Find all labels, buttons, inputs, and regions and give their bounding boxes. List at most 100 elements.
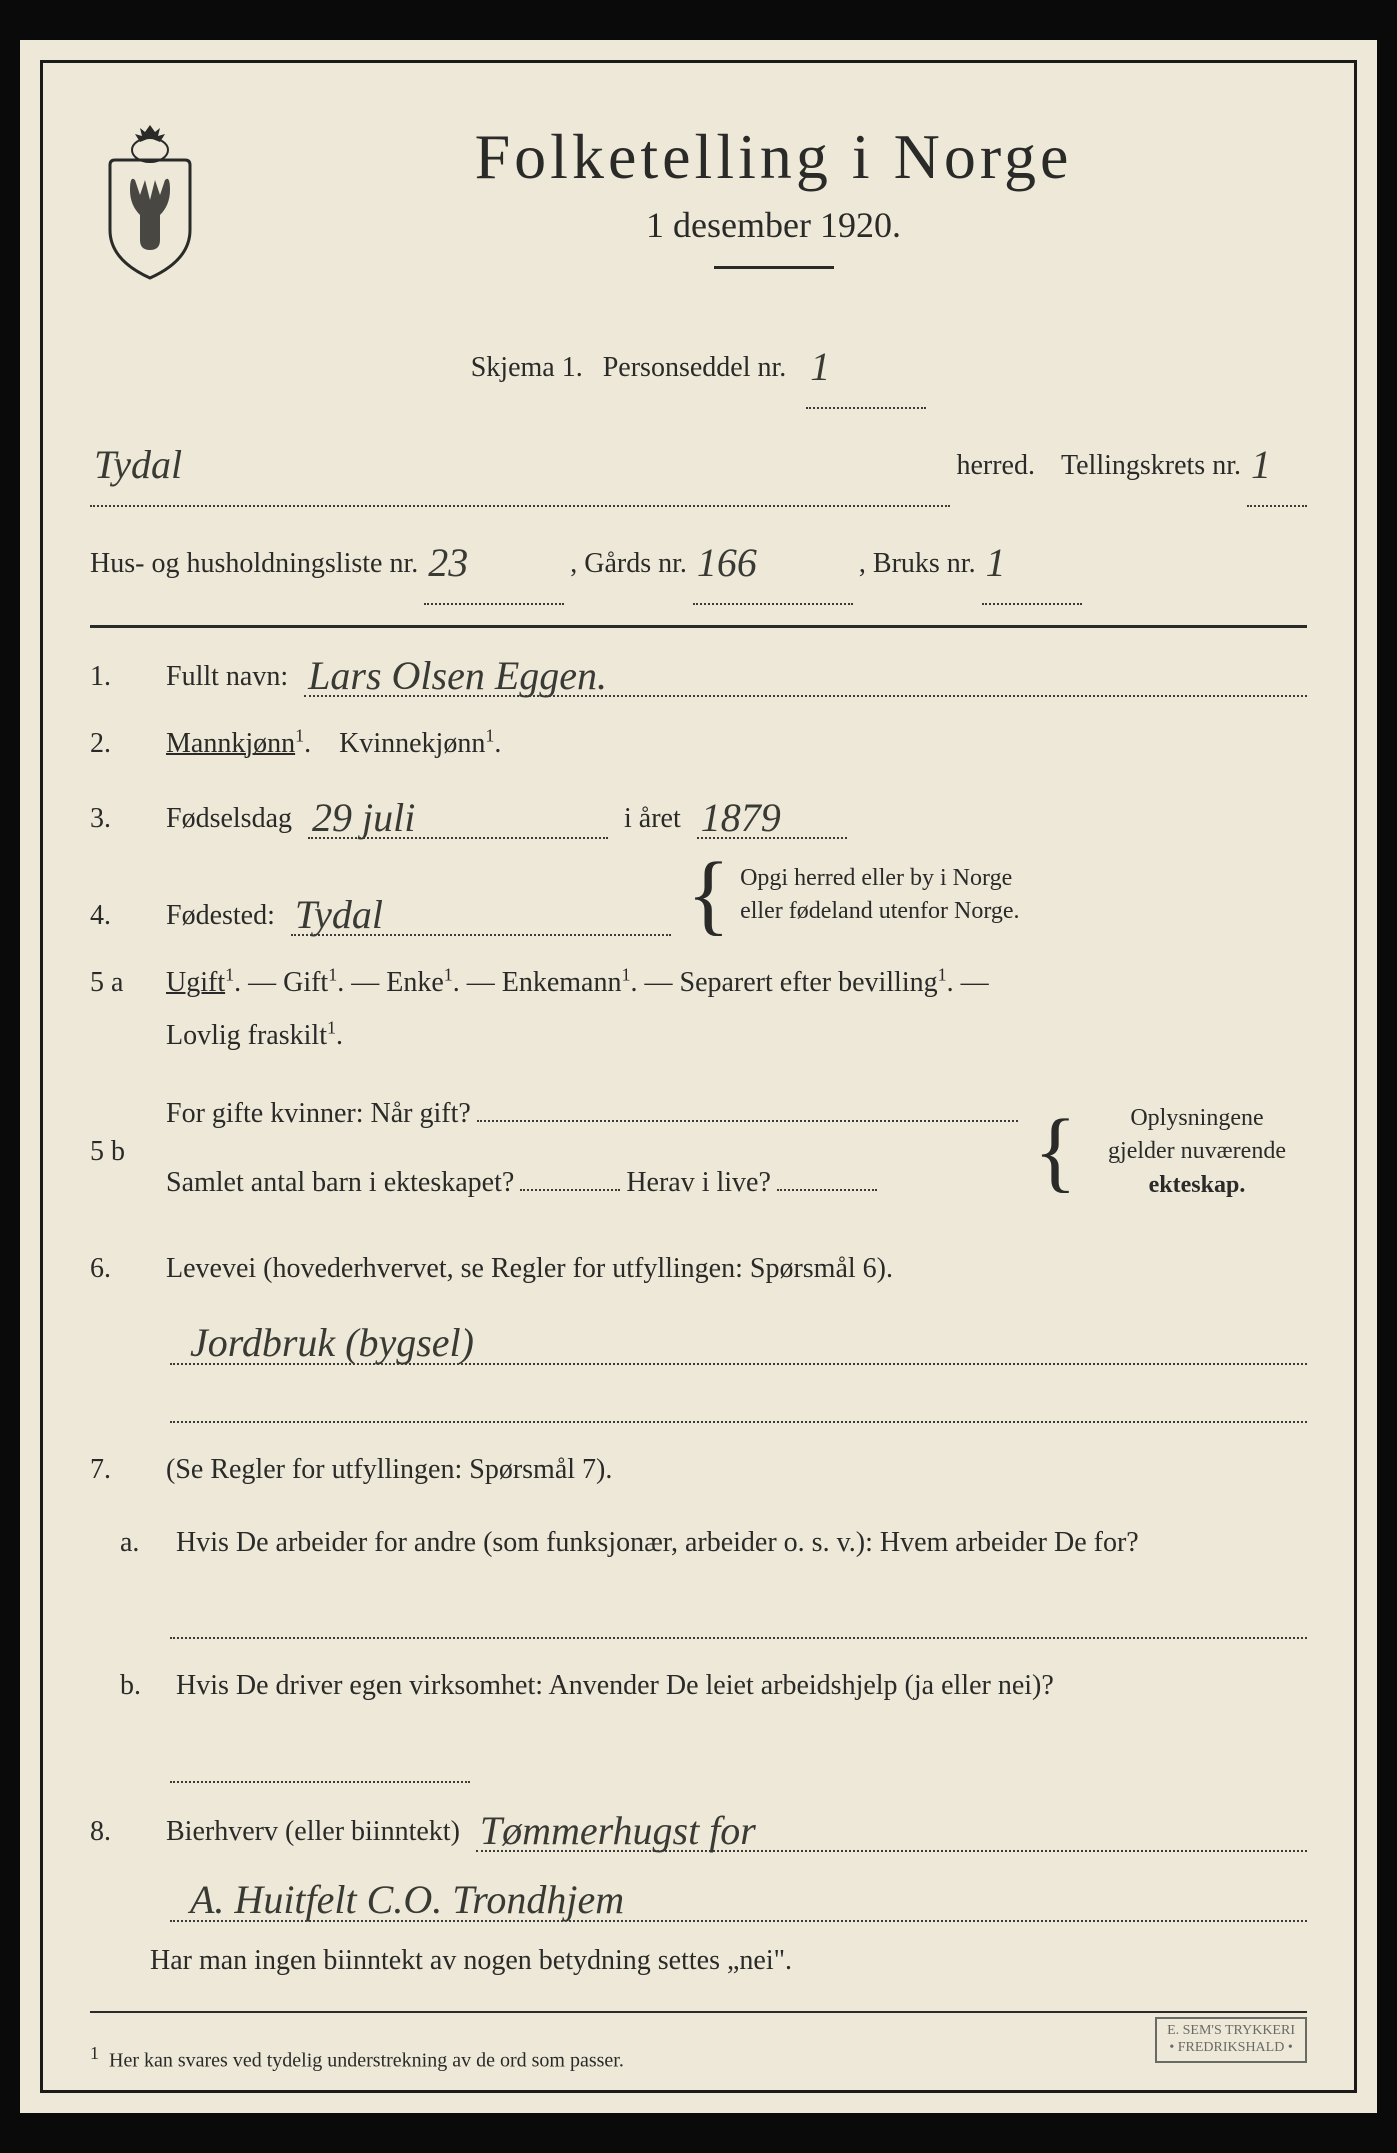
q4-note-block: { Opgi herred eller by i Norge eller fød… (687, 859, 1060, 931)
q6-value: Jordbruk (bygsel) (190, 1319, 474, 1367)
q3-day: 29 juli (312, 795, 415, 840)
q8-row: 8. Bierhverv (eller biinntekt) Tømmerhug… (90, 1803, 1307, 1852)
q3-year-field: 1879 (697, 790, 847, 839)
hus-label: Hus- og husholdningsliste nr. (90, 533, 418, 595)
bruks-field: 1 (982, 515, 1082, 605)
footnote-text: Her kan svares ved tydelig understreknin… (109, 2050, 624, 2072)
q8-field-2: A. Huitfelt C.O. Trondhjem (170, 1872, 1307, 1922)
tellingskrets-nr: 1 (1251, 442, 1271, 487)
q3-day-field: 29 juli (308, 790, 608, 839)
personseddel-nr: 1 (810, 344, 830, 389)
q8-value-1: Tømmerhugst for (480, 1808, 756, 1853)
q5a-enke: Enke (386, 967, 444, 998)
q2-row: 2. Mannkjønn1. Kvinnekjønn1. (90, 717, 1307, 770)
tellingskrets-field: 1 (1247, 417, 1307, 507)
q3-num: 3. (90, 803, 150, 835)
q7a-num: a. (120, 1527, 160, 1559)
q1-label: Fullt navn: (166, 661, 288, 693)
q5a-gift: Gift (283, 967, 328, 998)
q5a-row: 5 a Ugift1. — Gift1. — Enke1. — Enkemann… (90, 956, 1307, 1062)
census-form-page: Folketelling i Norge 1 desember 1920. Sk… (20, 40, 1377, 2113)
q6-row: 6. Levevei (hovederhvervet, se Regler fo… (90, 1242, 1307, 1295)
q6-label: Levevei (hovederhvervet, se Regler for u… (166, 1242, 1307, 1295)
q7b-row: b. Hvis De driver egen virksomhet: Anven… (90, 1659, 1307, 1712)
q5b-row: 5 b For gifte kvinner: Når gift? Samlet … (90, 1083, 1307, 1222)
q5b-barn-field (520, 1189, 620, 1191)
q4-note: Opgi herred eller by i Norge eller fødel… (740, 862, 1060, 929)
q7-num: 7. (90, 1454, 150, 1486)
q5a-fraskilt: Lovlig fraskilt (166, 1020, 327, 1051)
q3-label: Fødselsdag (166, 803, 292, 835)
q5b-note: Oplysningene gjelder nuværende ekteskap. (1087, 1102, 1307, 1203)
q2-mann: Mannkjønn (166, 728, 295, 759)
q5a-body: Ugift1. — Gift1. — Enke1. — Enkemann1. —… (166, 956, 1307, 1062)
q4-num: 4. (90, 900, 150, 932)
q8-note: Har man ingen biinntekt av nogen betydni… (90, 1930, 1307, 1992)
q5b-body: For gifte kvinner: Når gift? Samlet anta… (166, 1083, 1018, 1222)
q7b-field (170, 1733, 470, 1783)
tellingskrets-label: Tellingskrets nr. (1061, 435, 1241, 497)
header: Folketelling i Norge 1 desember 1920. (90, 120, 1307, 299)
q3-row: 3. Fødselsdag 29 juli i året 1879 (90, 790, 1307, 839)
divider-1 (90, 625, 1307, 628)
q4-value: Tydal (295, 892, 383, 937)
q4-row: 4. Fødested: Tydal { Opgi herred eller b… (90, 859, 1307, 936)
herred-value: Tydal (94, 442, 182, 487)
q1-value: Lars Olsen Eggen. (308, 653, 607, 698)
q7-row: 7. (Se Regler for utfyllingen: Spørsmål … (90, 1443, 1307, 1496)
q8-num: 8. (90, 1816, 150, 1848)
personseddel-nr-field: 1 (806, 319, 926, 409)
q7a-row: a. Hvis De arbeider for andre (som funks… (90, 1516, 1307, 1569)
q7a-text: Hvis De arbeider for andre (som funksjon… (176, 1516, 1307, 1569)
q1-row: 1. Fullt navn: Lars Olsen Eggen. (90, 648, 1307, 697)
q3-year-label: i året (624, 803, 681, 835)
hus-nr: 23 (428, 540, 468, 585)
q5a-separert: Separert efter bevilling (680, 967, 938, 998)
divider-2 (90, 2011, 1307, 2013)
printer-mark: E. SEM'S TRYKKERI • FREDRIKSHALD • (1155, 2017, 1307, 2063)
gards-label: , Gårds nr. (570, 533, 687, 595)
q4-label: Fødested: (166, 900, 275, 932)
printer-l2: • FREDRIKSHALD • (1167, 2040, 1295, 2057)
brace-icon: { (1034, 1116, 1077, 1188)
q7b-num: b. (120, 1670, 160, 1702)
skjema-label: Skjema 1. (471, 337, 583, 399)
q5b-l1: For gifte kvinner: Når gift? (166, 1083, 1018, 1145)
q4-field: Tydal (291, 887, 671, 936)
q2-kvinne: Kvinnekjønn (339, 728, 485, 759)
hus-field: 23 (424, 515, 564, 605)
q8-field-1: Tømmerhugst for (476, 1803, 1307, 1852)
q2-num: 2. (90, 728, 150, 760)
title-block: Folketelling i Norge 1 desember 1920. (240, 120, 1307, 299)
subtitle: 1 desember 1920. (240, 204, 1307, 246)
q8-label: Bierhverv (eller biinntekt) (166, 1816, 460, 1848)
q5a-ugift: Ugift (166, 967, 225, 998)
q5b-num: 5 b (90, 1136, 150, 1168)
q5b-gift-field (477, 1120, 1018, 1122)
q1-num: 1. (90, 661, 150, 693)
q5b-l2: Samlet antal barn i ekteskapet? Herav i … (166, 1152, 1018, 1214)
herred-label: herred. (956, 435, 1035, 497)
schema-line: Skjema 1. Personseddel nr. 1 (90, 319, 1307, 409)
q7-label: (Se Regler for utfyllingen: Spørsmål 7). (166, 1443, 1307, 1496)
gards-nr: 166 (697, 540, 757, 585)
bruks-label: , Bruks nr. (859, 533, 976, 595)
q7a-field (170, 1589, 1307, 1639)
q1-field: Lars Olsen Eggen. (304, 648, 1307, 697)
q6-num: 6. (90, 1253, 150, 1285)
gards-field: 166 (693, 515, 853, 605)
brace-icon: { (687, 859, 730, 931)
main-title: Folketelling i Norge (240, 120, 1307, 194)
q8-value-2: A. Huitfelt C.O. Trondhjem (190, 1876, 624, 1924)
q6-field-2 (170, 1373, 1307, 1423)
personseddel-label: Personseddel nr. (603, 337, 787, 399)
q2-body: Mannkjønn1. Kvinnekjønn1. (166, 717, 1307, 770)
q5b-note-block: { Oplysningene gjelder nuværende ekteska… (1034, 1102, 1307, 1203)
footnote-num: 1 (90, 2043, 99, 2063)
title-rule (714, 266, 834, 269)
bruks-nr: 1 (986, 540, 1006, 585)
herred-line: Tydal herred. Tellingskrets nr. 1 (90, 417, 1307, 507)
q5a-num: 5 a (90, 967, 150, 999)
q5b-live-field (777, 1189, 877, 1191)
q3-year: 1879 (701, 795, 781, 840)
